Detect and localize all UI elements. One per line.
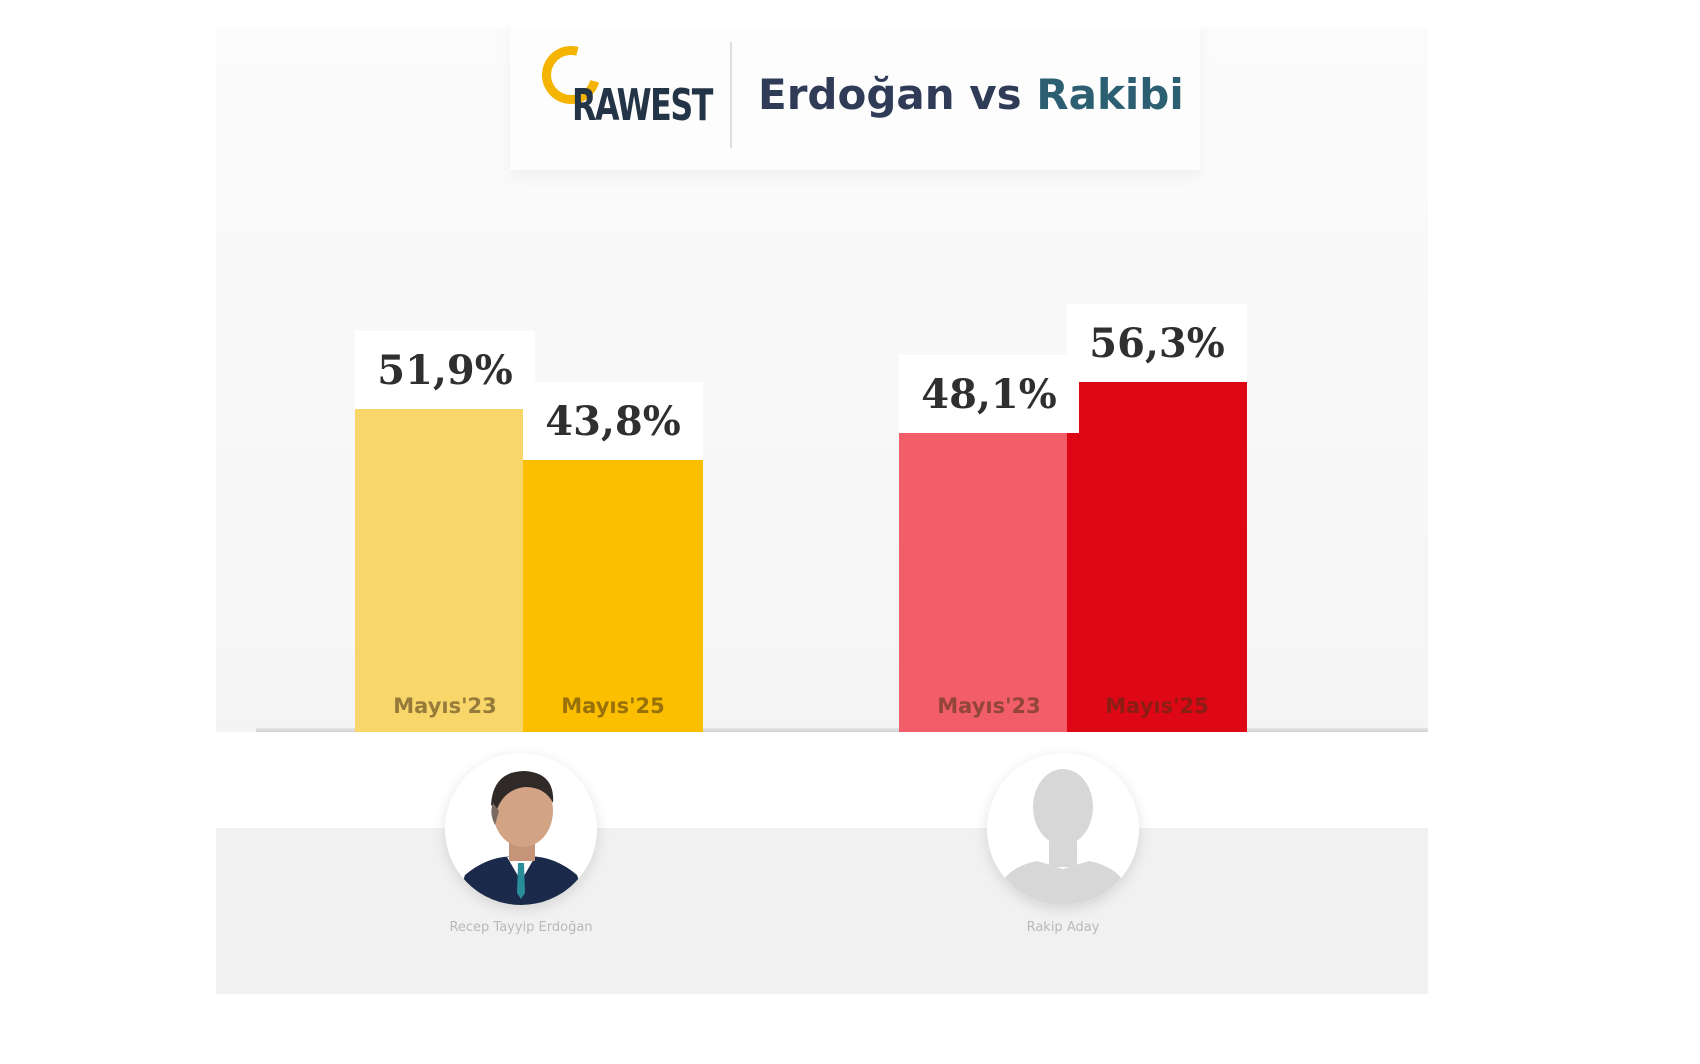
candidate-band: [216, 732, 1428, 994]
bar-category-label: Mayıs'23: [937, 694, 1041, 718]
candidate-name-rakip: Rakip Aday: [1026, 920, 1100, 935]
bar-rakip-mayis23: Mayıs'23: [899, 433, 1079, 732]
bar-value-label: 51,9%: [355, 331, 535, 409]
person-silhouette-icon: [987, 753, 1139, 905]
bar-value-label: 56,3%: [1067, 304, 1247, 382]
rawest-logo: RAWEST: [531, 35, 713, 154]
bar-category-label: Mayıs'23: [393, 694, 497, 718]
chart-baseline: [256, 728, 1428, 732]
title-vs: vs: [969, 70, 1022, 119]
title-rakibi: Rakibi: [1036, 70, 1184, 119]
bar-rakip-mayis25: Mayıs'25: [1067, 382, 1247, 732]
candidate-name-erdogan: Recep Tayyip Erdoğan: [449, 920, 593, 935]
bar-erdogan-mayis23: Mayıs'23: [355, 409, 535, 732]
logo-text: RAWEST: [572, 80, 713, 131]
erdogan-portrait-icon: [445, 753, 597, 905]
bar-category-label: Mayıs'25: [1105, 694, 1209, 718]
bar-value-label: 43,8%: [523, 382, 703, 460]
title-erdogan: Erdoğan: [758, 70, 955, 119]
avatar-rakip: [987, 753, 1139, 905]
header-panel: [510, 20, 1200, 170]
header-divider: [730, 42, 732, 148]
avatar-erdogan: [445, 753, 597, 905]
bar-erdogan-mayis25: Mayıs'25: [523, 460, 703, 732]
chart-title: Erdoğan vs Rakibi: [758, 70, 1184, 119]
bar-value-label: 48,1%: [899, 355, 1079, 433]
bar-category-label: Mayıs'25: [561, 694, 665, 718]
